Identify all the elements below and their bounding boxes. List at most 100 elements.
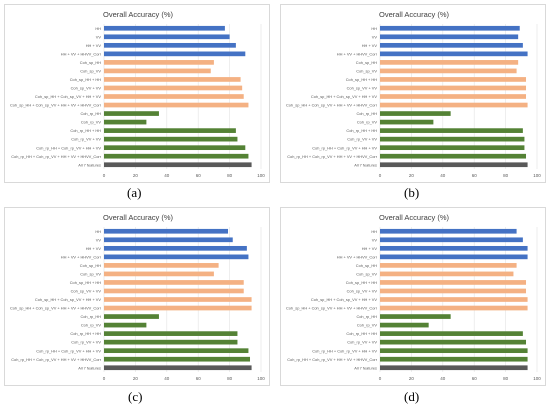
x-tick-label: 100: [533, 376, 541, 381]
bar: [104, 263, 219, 268]
category-label: Coh_sp_VV + VV: [347, 289, 378, 294]
x-tick-label: 0: [103, 173, 106, 178]
chart-title: Overall Accuracy (%): [103, 10, 174, 19]
bar: [380, 94, 527, 99]
chart-title: Overall Accuracy (%): [379, 10, 450, 19]
x-tick-label: 100: [257, 173, 265, 178]
chart-svg: Overall Accuracy (%) HH VV HH + VV HH + VV +…: [286, 10, 541, 178]
category-label: Coh_rp_VV + VV: [71, 137, 101, 142]
panel-label: (a): [127, 185, 142, 200]
category-label: Coh_rp_HH + Coh_rp_VV + HH + VV: [36, 145, 101, 150]
category-label: Coh_sp_HH: [356, 263, 377, 268]
x-tick-label: 40: [440, 173, 446, 178]
bar: [104, 85, 243, 91]
bar: [380, 128, 523, 133]
category-label: VV: [372, 34, 378, 39]
category-label: Coh_rp_HH + Coh_rp_VV + HH + VV + HHVV_C…: [11, 357, 101, 362]
category-label: Coh_sp_HH + HH: [346, 280, 377, 285]
category-label: Coh_rp_HH + Coh_rp_VV + HH + VV: [36, 348, 101, 353]
bar: [380, 331, 523, 336]
chart-svg: Overall Accuracy (%) HH VV HH + VV HH + VV +…: [10, 213, 265, 381]
category-label: Coh_sp_HH + Coh_sp_VV + HH + VV + HHVV_C…: [10, 103, 102, 108]
category-label: HH + VV + HHVV_Corr: [337, 254, 378, 259]
category-label: Coh_sp_HH + Coh_sp_VV + HH + VV + HHVV_C…: [286, 306, 378, 311]
category-label: Coh_sp_VV: [356, 272, 377, 277]
x-tick-label: 80: [503, 376, 509, 381]
bar: [104, 111, 159, 116]
x-tick-label: 20: [409, 376, 415, 381]
bar: [380, 102, 528, 108]
category-label: HH + VV: [86, 43, 102, 48]
bar: [104, 305, 252, 311]
category-label: Coh_sp_VV: [80, 69, 101, 74]
x-tick-label: 0: [379, 376, 382, 381]
category-label: Coh_sp_HH + HH: [346, 77, 377, 82]
bar: [104, 119, 147, 125]
bar: [380, 322, 429, 328]
bar: [380, 245, 528, 251]
category-label: Coh_sp_VV: [80, 272, 101, 277]
category-label: HH + VV + HHVV_Corr: [61, 51, 102, 56]
bar: [380, 34, 519, 40]
category-label: Coh_sp_HH + Coh_sp_VV + HH + VV: [311, 94, 377, 99]
bar: [380, 162, 528, 168]
chart-title: Overall Accuracy (%): [103, 213, 174, 222]
x-tick-label: 60: [472, 376, 478, 381]
bar: [104, 297, 252, 302]
category-label: Coh_sp_VV + VV: [347, 86, 378, 91]
category-label: All 7 features: [78, 365, 101, 370]
bar: [380, 339, 527, 345]
bar: [104, 356, 251, 362]
panel-label: (c): [128, 389, 143, 404]
category-label: Coh_rp_HH + Coh_rp_VV + HH + VV: [312, 145, 377, 150]
bar: [380, 153, 527, 159]
bar: [104, 102, 249, 108]
bar: [380, 51, 528, 57]
category-label: Coh_rp_HH + HH: [346, 331, 377, 336]
category-label: Coh_rp_HH + Coh_rp_VV + HH + VV + HHVV_C…: [287, 357, 377, 362]
chart-panel-a: Overall Accuracy (%) HH VV HH + VV HH + VV +…: [4, 4, 270, 183]
chart-svg: Overall Accuracy (%) HH VV HH + VV HH + VV +…: [10, 10, 265, 178]
category-label: Coh_rp_VV: [81, 120, 102, 125]
category-label: Coh_rp_HH: [80, 314, 101, 319]
bar: [380, 60, 519, 65]
bar: [104, 34, 230, 40]
bar: [104, 237, 233, 243]
category-label: HH + VV: [362, 43, 378, 48]
x-tick-label: 100: [533, 173, 541, 178]
category-label: VV: [372, 237, 378, 242]
x-tick-label: 40: [164, 173, 170, 178]
bar: [380, 254, 528, 260]
bar: [104, 94, 244, 99]
panel-label: (d): [404, 389, 420, 404]
bar: [380, 365, 528, 371]
x-tick-label: 80: [227, 376, 233, 381]
x-tick-label: 0: [379, 173, 382, 178]
category-label: HH: [371, 26, 377, 31]
bar: [380, 111, 451, 116]
bar: [380, 263, 517, 268]
category-label: Coh_rp_HH + Coh_rp_VV + HH + VV: [312, 348, 377, 353]
category-label: Coh_rp_VV: [357, 323, 378, 328]
bar: [380, 77, 527, 82]
category-label: HH + VV + HHVV_Corr: [337, 51, 378, 56]
category-label: Coh_rp_HH: [80, 111, 101, 116]
category-label: Coh_rp_HH: [356, 314, 377, 319]
category-label: Coh_sp_HH: [80, 60, 101, 65]
category-label: Coh_sp_HH + Coh_sp_VV + HH + VV + HHVV_C…: [10, 306, 102, 311]
bar: [104, 136, 238, 142]
bar: [380, 119, 434, 125]
category-label: Coh_rp_HH + Coh_rp_VV + HH + VV + HHVV_C…: [287, 154, 377, 159]
bar: [380, 228, 517, 234]
category-label: All 7 features: [354, 162, 377, 167]
category-label: Coh_rp_HH: [356, 111, 377, 116]
category-label: Coh_rp_HH + HH: [346, 128, 377, 133]
x-tick-label: 60: [196, 173, 202, 178]
chart-title: Overall Accuracy (%): [379, 213, 450, 222]
bar: [380, 314, 451, 319]
bar: [380, 136, 525, 142]
bar: [104, 42, 236, 48]
bar: [104, 77, 241, 82]
bar: [380, 68, 517, 74]
category-label: Coh_sp_VV: [356, 69, 377, 74]
